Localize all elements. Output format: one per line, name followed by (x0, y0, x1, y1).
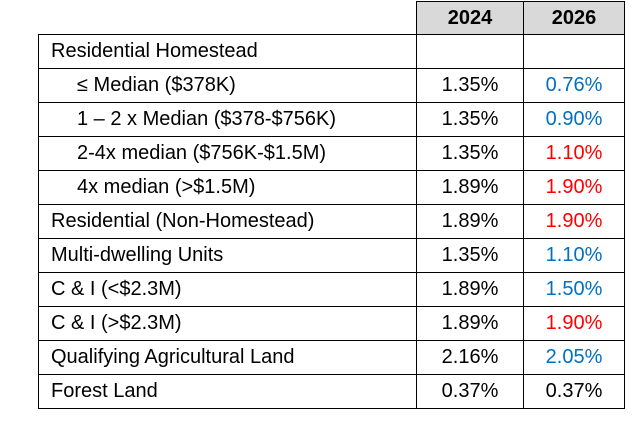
rate-cell: 1.10% (523, 136, 625, 171)
rate-cell: 1.35% (416, 102, 524, 137)
table-row: 1 – 2 x Median ($378-$756K) 1.35% 0.90% (38, 102, 625, 137)
table-row: C & I (>$2.3M) 1.89% 1.90% (38, 306, 625, 341)
table-row: Residential Homestead (38, 34, 625, 69)
rate-cell: 1.90% (523, 306, 625, 341)
table-row: Multi-dwelling Units 1.35% 1.10% (38, 238, 625, 273)
table-body: Residential Homestead ≤ Median ($378K) 1.3… (38, 34, 625, 409)
row-label: Residential (Non-Homestead) (38, 204, 417, 239)
rate-cell: 1.35% (416, 136, 524, 171)
rate-cell: 1.90% (523, 170, 625, 205)
empty-cell (416, 34, 524, 69)
header-row: 2024 2026 (38, 1, 625, 35)
row-label: Qualifying Agricultural Land (38, 340, 417, 375)
empty-cell (523, 34, 625, 69)
table-row: 2-4x median ($756K-$1.5M) 1.35% 1.10% (38, 136, 625, 171)
row-label: Multi-dwelling Units (38, 238, 417, 273)
row-label: 2-4x median ($756K-$1.5M) (38, 136, 417, 171)
table-row: Forest Land 0.37% 0.37% (38, 374, 625, 409)
blank-cell (38, 1, 417, 35)
row-label: 1 – 2 x Median ($378-$756K) (38, 102, 417, 137)
row-label: 4x median (>$1.5M) (38, 170, 417, 205)
rate-cell: 2.05% (523, 340, 625, 375)
table-row: C & I (<$2.3M) 1.89% 1.50% (38, 272, 625, 307)
column-header: 2024 (416, 1, 524, 35)
rate-cell: 0.76% (523, 68, 625, 103)
rate-cell: 1.35% (416, 68, 524, 103)
rate-cell: 0.37% (416, 374, 524, 409)
rate-cell: 1.50% (523, 272, 625, 307)
rate-cell: 0.90% (523, 102, 625, 137)
rate-cell: 0.37% (523, 374, 625, 409)
rate-cell: 1.89% (416, 306, 524, 341)
rate-cell: 2.16% (416, 340, 524, 375)
row-label: C & I (>$2.3M) (38, 306, 417, 341)
row-label: Residential Homestead (38, 34, 417, 69)
rate-cell: 1.89% (416, 272, 524, 307)
rate-cell: 1.35% (416, 238, 524, 273)
rate-table: 2024 2026 Residential Homestead ≤ Median (… (38, 1, 625, 409)
table-row: Qualifying Agricultural Land 2.16% 2.05% (38, 340, 625, 375)
column-header: 2026 (523, 1, 625, 35)
table-row: Residential (Non-Homestead) 1.89% 1.90% (38, 204, 625, 239)
table-row: 4x median (>$1.5M) 1.89% 1.90% (38, 170, 625, 205)
rate-cell: 1.89% (416, 170, 524, 205)
row-label: C & I (<$2.3M) (38, 272, 417, 307)
rate-cell: 1.10% (523, 238, 625, 273)
row-label: ≤ Median ($378K) (38, 68, 417, 103)
rate-cell: 1.89% (416, 204, 524, 239)
row-label: Forest Land (38, 374, 417, 409)
table-row: ≤ Median ($378K) 1.35% 0.76% (38, 68, 625, 103)
rate-cell: 1.90% (523, 204, 625, 239)
